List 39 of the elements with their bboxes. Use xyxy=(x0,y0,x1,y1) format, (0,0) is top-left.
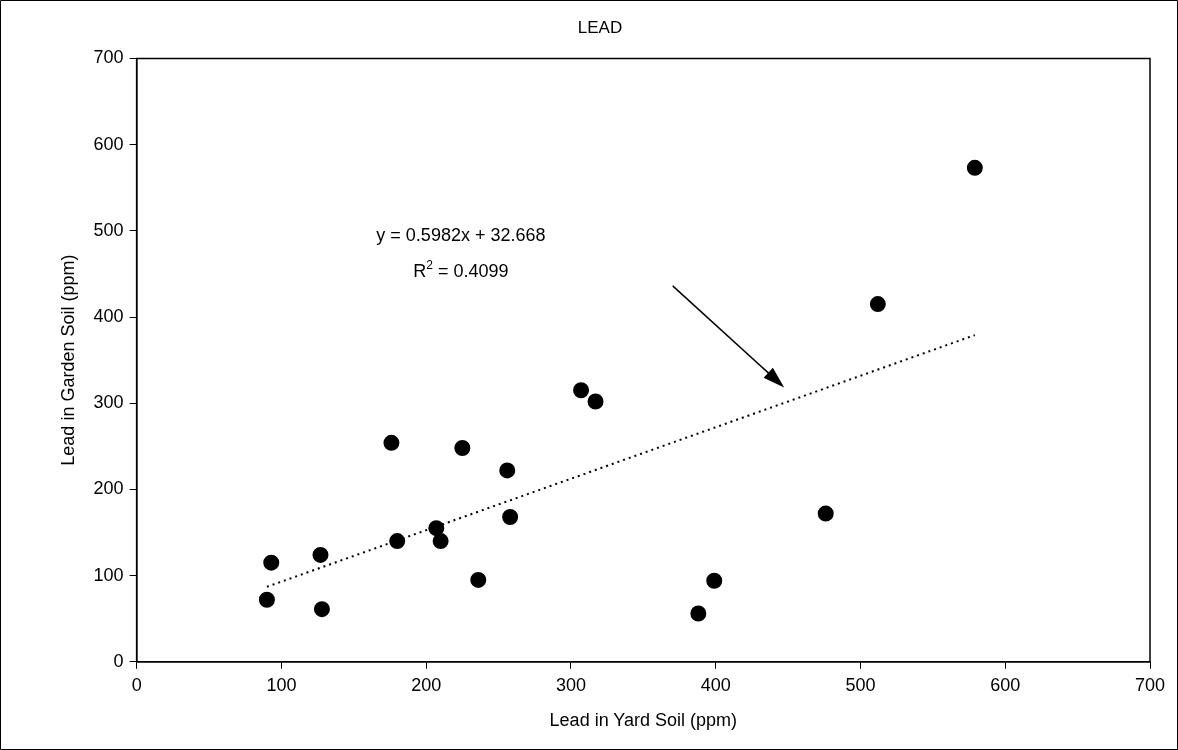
chart-title: LEAD xyxy=(577,17,623,37)
point xyxy=(869,296,886,313)
y-tick-label: 400 xyxy=(93,305,124,326)
point xyxy=(690,605,707,622)
point xyxy=(817,505,834,522)
point xyxy=(428,520,445,537)
point xyxy=(383,434,400,451)
y-tick-label: 600 xyxy=(93,133,124,154)
point xyxy=(258,591,275,608)
y-tick-label: 700 xyxy=(93,47,124,68)
y-tick-label: 0 xyxy=(113,650,124,671)
x-axis-title: Lead in Yard Soil (ppm) xyxy=(549,710,738,731)
point xyxy=(966,159,983,176)
y-tick-label: 500 xyxy=(93,219,124,240)
x-tick-label: 700 xyxy=(1134,674,1166,695)
x-tick-label: 500 xyxy=(845,674,876,695)
point xyxy=(312,546,329,563)
point xyxy=(573,382,590,399)
point xyxy=(389,533,406,550)
point xyxy=(499,462,516,479)
x-tick-label: 300 xyxy=(555,674,586,695)
point xyxy=(263,554,280,571)
x-tick-label: 600 xyxy=(990,674,1021,695)
point xyxy=(502,508,519,525)
point xyxy=(587,393,604,410)
point xyxy=(313,601,330,618)
point xyxy=(454,440,471,457)
point xyxy=(470,571,487,588)
x-tick-label: 100 xyxy=(266,674,297,695)
point xyxy=(432,533,449,550)
x-tick-label: 0 xyxy=(131,674,142,695)
y-tick-label: 300 xyxy=(93,392,124,413)
x-tick-label: 200 xyxy=(411,674,442,695)
point xyxy=(706,572,723,589)
y-tick-label: 100 xyxy=(93,564,124,585)
annotation: y = 0.5982x + 32.668 xyxy=(376,225,546,246)
y-tick-label: 200 xyxy=(93,478,124,499)
y-axis-title: Lead in Garden Soil (ppm) xyxy=(57,254,78,466)
x-tick-label: 400 xyxy=(700,674,731,695)
